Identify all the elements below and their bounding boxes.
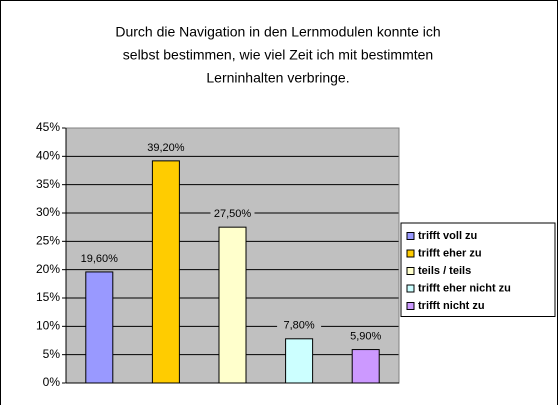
y-tick-label: 45% <box>36 120 60 134</box>
y-tick-label: 40% <box>36 149 60 163</box>
bar <box>351 349 380 384</box>
legend-label: teils / teils <box>418 265 471 277</box>
legend-label: trifft voll zu <box>418 230 477 242</box>
value-label: 5,90% <box>350 330 381 342</box>
value-label: 27,50% <box>214 208 252 220</box>
value-label-bg <box>77 251 122 266</box>
legend-swatch <box>406 284 415 293</box>
bar <box>285 338 314 384</box>
chart-title: Lerninhalten verbringe. <box>206 70 349 86</box>
bar <box>151 160 180 384</box>
bar <box>218 226 247 384</box>
legend-label: trifft nicht zu <box>418 300 485 312</box>
legend-box <box>400 222 556 317</box>
y-tick-label: 25% <box>36 234 60 248</box>
legend-swatch <box>406 232 415 240</box>
value-label-bg <box>143 140 188 155</box>
value-label: 7,80% <box>283 320 314 332</box>
chart-title: selbst bestimmen, wie viel Zeit ich mit … <box>123 47 433 63</box>
y-tick-label: 15% <box>36 290 60 304</box>
legend-swatch <box>406 249 415 258</box>
y-tick-label: 30% <box>36 205 60 219</box>
y-tick-label: 20% <box>36 262 60 276</box>
legend-swatch <box>406 267 415 275</box>
y-tick-label: 5% <box>43 347 61 361</box>
legend-label: trifft eher nicht zu <box>418 282 511 294</box>
y-tick-label: 10% <box>36 319 60 333</box>
chart-title: Durch die Navigation in den Lernmodulen … <box>115 24 440 40</box>
value-label-bg <box>343 329 388 344</box>
y-tick-label: 35% <box>36 177 60 191</box>
bar <box>85 271 114 384</box>
value-label: 39,20% <box>147 142 185 154</box>
value-label-bg <box>277 318 322 333</box>
value-label-bg <box>210 207 255 222</box>
value-label: 19,60% <box>81 253 119 265</box>
legend-label: trifft eher zu <box>418 247 482 259</box>
legend-swatch <box>406 302 415 310</box>
y-tick-label: 0% <box>43 375 61 389</box>
